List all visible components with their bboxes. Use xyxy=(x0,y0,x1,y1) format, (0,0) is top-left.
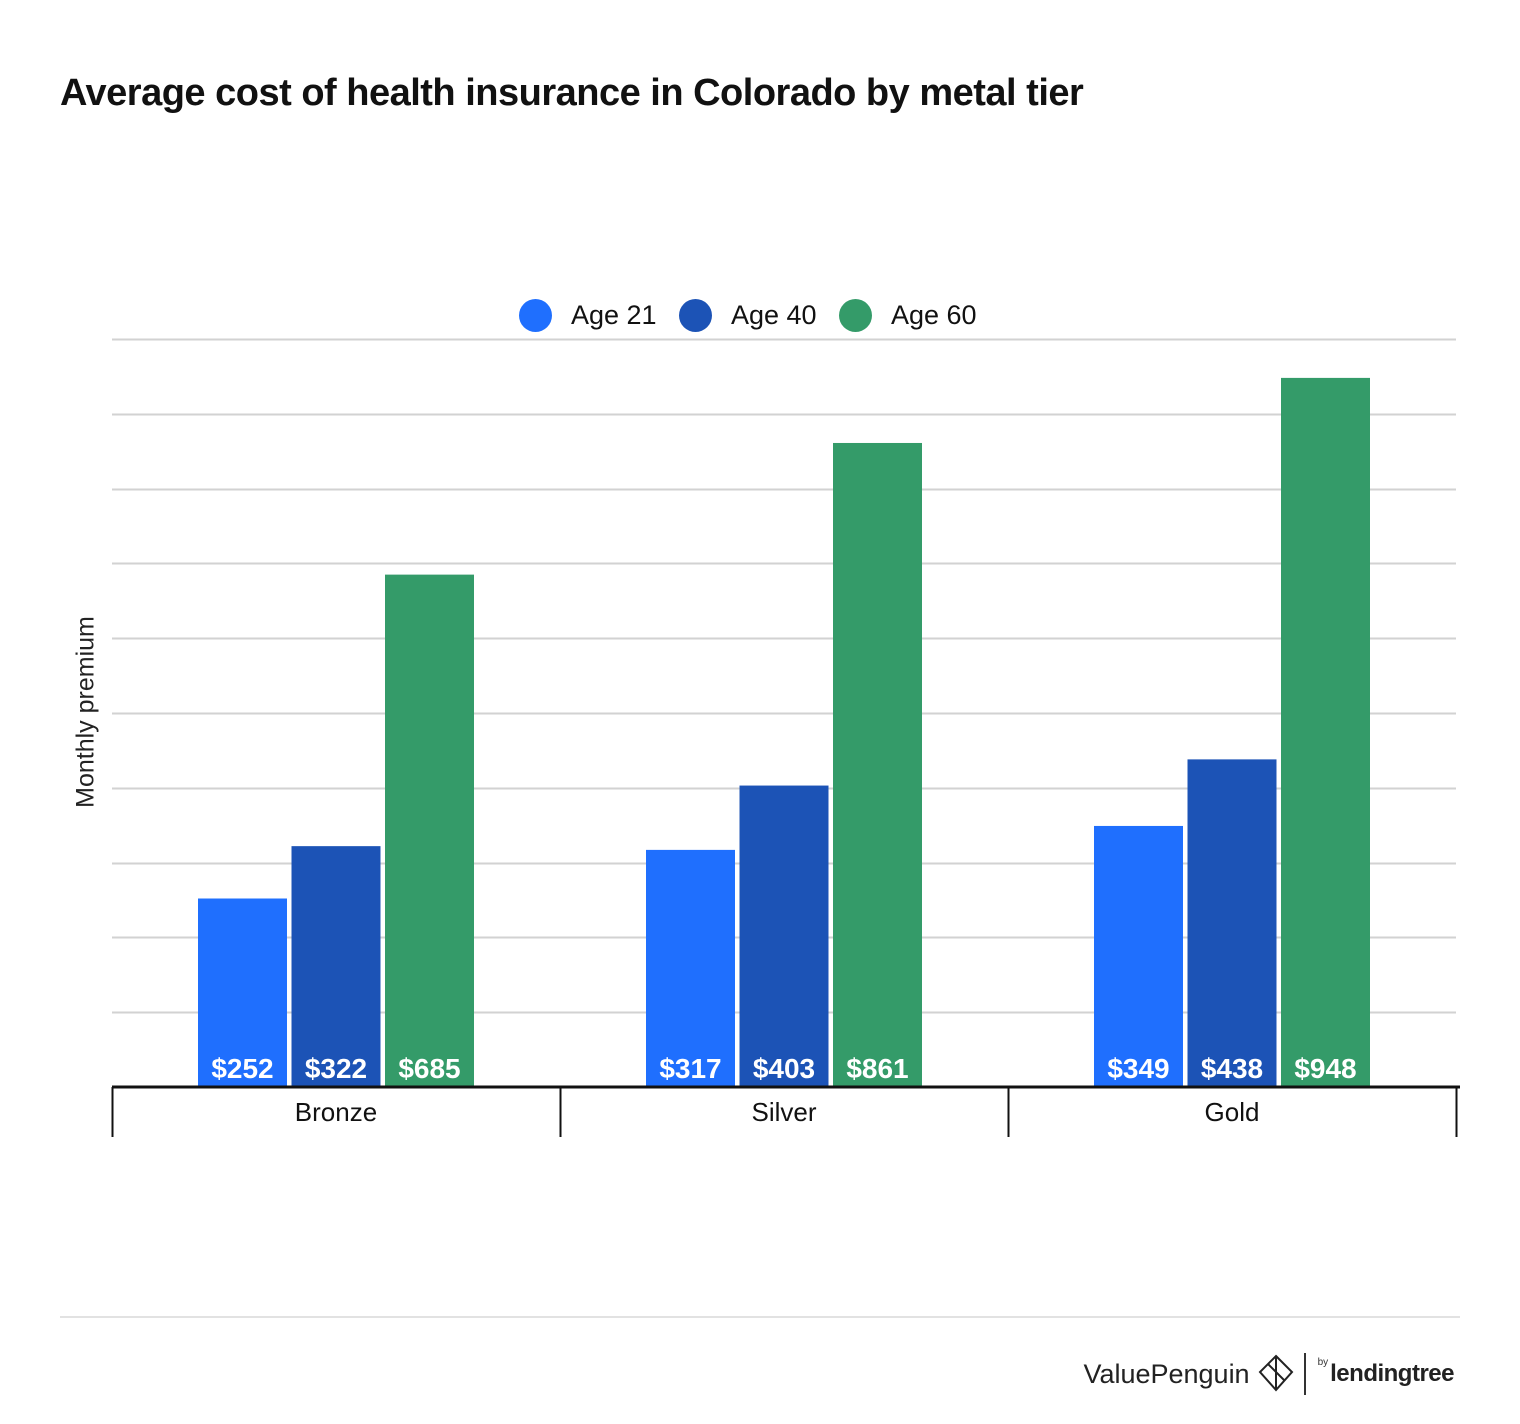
legend-label-age-40: Age 40 xyxy=(731,299,817,330)
data-label: $438 xyxy=(1201,1053,1263,1084)
data-label: $349 xyxy=(1107,1053,1169,1084)
brand-by-text: by xyxy=(1317,1356,1329,1368)
x-tick-label: Gold xyxy=(1205,1097,1260,1127)
footer-divider xyxy=(60,1316,1460,1318)
legend: Age 21 Age 40 Age 60 xyxy=(0,297,1520,333)
chart-title: Average cost of health insurance in Colo… xyxy=(60,72,1084,114)
data-label: $403 xyxy=(753,1053,815,1084)
legend-label-age-60: Age 60 xyxy=(891,299,977,330)
data-label: $948 xyxy=(1294,1053,1356,1084)
bar xyxy=(1094,825,1183,1087)
data-label: $322 xyxy=(305,1053,367,1084)
data-label: $317 xyxy=(659,1053,721,1084)
lendingtree-logo-text: lendingtree xyxy=(1330,1360,1454,1387)
bar xyxy=(646,849,735,1087)
data-label: $861 xyxy=(846,1053,908,1084)
bar xyxy=(291,846,381,1087)
bar xyxy=(385,574,474,1087)
brand-logo: ValuePenguin by lendingtree xyxy=(1083,1344,1454,1404)
data-label: $252 xyxy=(211,1053,273,1084)
legend-item-age-40[interactable]: Age 40 xyxy=(679,297,817,333)
legend-swatch-age-60 xyxy=(839,298,872,332)
legend-item-age-21[interactable]: Age 21 xyxy=(519,297,657,333)
legend-swatch-age-21 xyxy=(519,298,552,332)
x-tick-label: Bronze xyxy=(295,1097,377,1127)
valuepenguin-logo-text: ValuePenguin xyxy=(1083,1358,1250,1389)
x-tick-label: Silver xyxy=(751,1097,816,1127)
data-label: $685 xyxy=(398,1053,460,1084)
bar xyxy=(739,785,829,1087)
bar xyxy=(1281,377,1370,1087)
brand-divider xyxy=(1303,1353,1306,1395)
bar xyxy=(198,898,287,1087)
bar xyxy=(833,442,922,1087)
legend-item-age-60[interactable]: Age 60 xyxy=(839,297,977,333)
bar xyxy=(1187,759,1277,1087)
legend-swatch-age-40 xyxy=(679,298,712,332)
penguin-mark-icon xyxy=(1258,1354,1293,1392)
legend-label-age-21: Age 21 xyxy=(571,299,657,330)
